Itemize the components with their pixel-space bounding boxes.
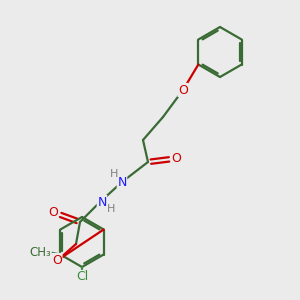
Text: Cl: Cl [76, 271, 88, 284]
Text: O: O [52, 254, 62, 266]
Text: N: N [97, 196, 107, 208]
Text: N: N [117, 176, 127, 188]
Text: O: O [48, 206, 58, 218]
Text: O: O [178, 83, 188, 97]
Text: H: H [107, 204, 115, 214]
Text: O: O [171, 152, 181, 166]
Text: CH₃: CH₃ [29, 246, 51, 259]
Text: H: H [110, 169, 118, 179]
